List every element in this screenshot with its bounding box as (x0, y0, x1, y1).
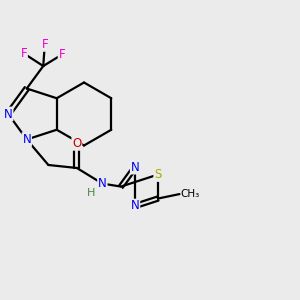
Text: F: F (58, 48, 65, 61)
Text: O: O (72, 137, 82, 150)
Text: H: H (87, 188, 95, 198)
Text: N: N (22, 133, 31, 146)
Text: N: N (98, 177, 107, 190)
Text: F: F (41, 38, 48, 51)
Text: F: F (20, 47, 27, 60)
Text: N: N (131, 161, 140, 174)
Text: N: N (4, 107, 13, 121)
Text: N: N (131, 200, 140, 212)
Text: CH₃: CH₃ (180, 189, 199, 199)
Text: S: S (154, 168, 162, 181)
